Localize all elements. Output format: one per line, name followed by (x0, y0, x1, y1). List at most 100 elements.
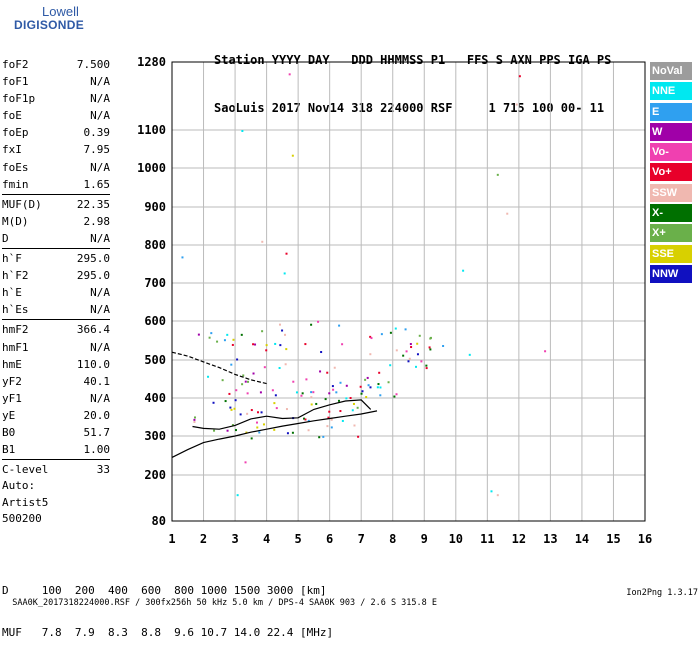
param-name: B1 (2, 443, 16, 457)
echo-point (236, 358, 239, 361)
echo-point (490, 490, 493, 493)
echo-point (402, 354, 405, 357)
param-value: 33 (96, 463, 110, 477)
echo-point (370, 337, 373, 340)
echo-point (544, 350, 547, 353)
param-row: MUF(D) 22.35 (2, 196, 110, 213)
ionogram-chart: 1 2 3 4 5 6 7 8 9 10 11 12 13 14 15 1680200300400500600… (137, 55, 652, 546)
echo-point (256, 426, 259, 429)
param-name: yE (2, 408, 16, 422)
echo-point (356, 406, 359, 409)
echo-point (357, 435, 360, 438)
y-tick-label: 500 (144, 353, 166, 367)
param-name: foEp (2, 126, 29, 140)
param-row: foE N/A (2, 107, 110, 124)
legend-item-x: X+ (650, 224, 692, 243)
param-value: 22.35 (76, 197, 110, 211)
echo-point (394, 327, 397, 330)
echo-point (283, 272, 286, 275)
echo-point (364, 378, 367, 381)
echo-point (425, 364, 428, 367)
param-value: 7.500 (76, 58, 110, 71)
echo-point (410, 346, 413, 349)
trace-profile (171, 410, 378, 458)
echo-point (338, 324, 341, 327)
legend-item-nne: NNE (650, 82, 692, 101)
echo-point (331, 385, 334, 388)
echo-point (207, 375, 210, 378)
param-row: yE 20.0 (2, 407, 110, 424)
echo-point (234, 429, 237, 432)
echo-point (506, 212, 509, 215)
x-tick-label: 6 (326, 532, 333, 546)
echo-points (181, 73, 547, 497)
echo-point (230, 363, 233, 366)
echo-point (221, 379, 224, 382)
echo-point (378, 371, 381, 374)
echo-point (260, 411, 263, 414)
trace-trace_upper (171, 351, 267, 385)
polarization-legend: NoVal NNE E W Vo- Vo+ SSW X- X+ SSE NNW (650, 62, 692, 285)
echo-point (326, 425, 329, 428)
echo-point (231, 424, 234, 427)
echo-point (335, 391, 338, 394)
file-info-footer: SAA0K_2017318224000.RSF / 300fx256h 50 k… (2, 588, 698, 618)
echo-point (310, 391, 313, 394)
trace-lines (171, 351, 378, 458)
echo-point (208, 336, 211, 339)
echo-point (285, 348, 288, 351)
echo-point (271, 389, 274, 392)
param-row: yF2 40.1 (2, 373, 110, 390)
param-value: 1.65 (83, 177, 111, 191)
echo-point (310, 396, 313, 399)
echo-point (379, 386, 382, 389)
echo-point (259, 391, 262, 394)
echo-point (324, 398, 327, 401)
echo-point (415, 365, 418, 368)
echo-point (246, 392, 249, 395)
echo-point (258, 431, 261, 434)
legend-item-vo: Vo+ (650, 163, 692, 182)
echo-point (351, 409, 354, 412)
y-tick-label: 800 (144, 238, 166, 252)
echo-point (285, 408, 288, 411)
echo-point (232, 338, 235, 341)
param-row: fxI 7.95 (2, 141, 110, 158)
param-row: foEs N/A (2, 159, 110, 176)
echo-point (377, 383, 380, 386)
echo-point (327, 416, 330, 419)
echo-point (197, 333, 200, 336)
echo-point (273, 428, 276, 431)
echo-point (216, 340, 219, 343)
param-value: 110.0 (76, 357, 110, 371)
echo-point (285, 252, 288, 255)
legend-item-vo: Vo- (650, 143, 692, 162)
echo-point (263, 366, 266, 369)
echo-point (223, 339, 226, 342)
param-name: hmF1 (2, 340, 29, 354)
y-tick-label: 600 (144, 314, 166, 328)
echo-point (305, 378, 308, 381)
param-row: B1 1.00 (2, 441, 110, 458)
scaled-parameters-panel: foF2 7.500 foF1 N/A foF1p N/A foE N/A foEp 0.39 fx… (2, 56, 110, 478)
param-row: B0 51.7 (2, 424, 110, 441)
param-value: 0.39 (83, 126, 111, 140)
echo-point (518, 75, 521, 78)
param-value: N/A (90, 109, 110, 123)
echo-point (319, 370, 322, 373)
param-value: 20.0 (83, 408, 111, 422)
echo-point (312, 391, 315, 394)
x-tick-label: 4 (263, 532, 270, 546)
echo-point (407, 360, 410, 363)
legend-item-x: X- (650, 204, 692, 223)
echo-point (244, 380, 247, 383)
param-name: M(D) (2, 214, 29, 228)
program-version: Ion2Png 1.3.17 (626, 588, 698, 598)
echo-point (281, 329, 284, 332)
y-tick-label: 1000 (137, 161, 166, 175)
echo-point (395, 393, 398, 396)
echo-point (245, 431, 248, 434)
echo-point (379, 394, 382, 397)
echo-point (275, 407, 278, 410)
param-name: h`F (2, 252, 22, 266)
